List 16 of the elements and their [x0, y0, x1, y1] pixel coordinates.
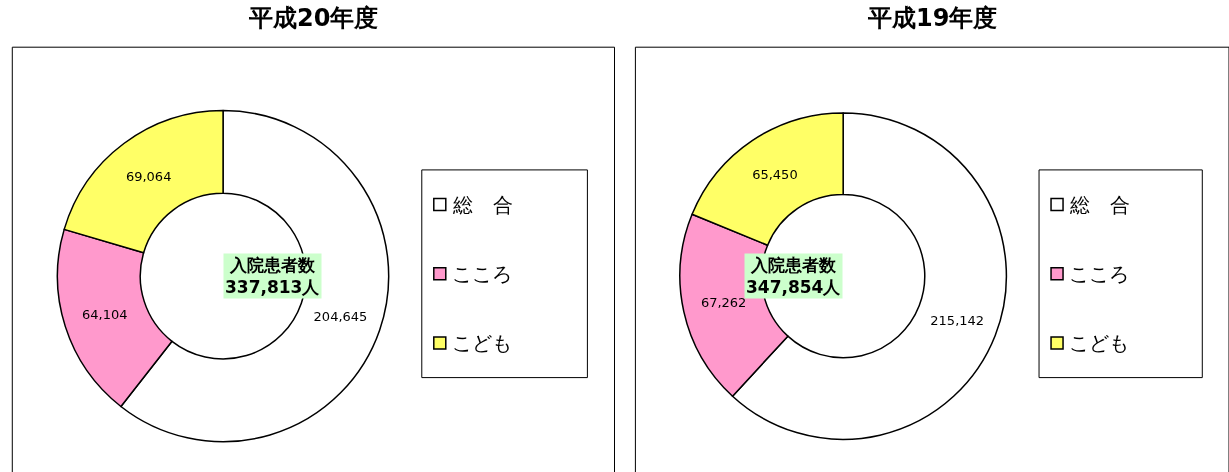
data-label: 65,450 [752, 166, 798, 182]
chart-title: 平成19年度 [867, 4, 998, 32]
text: 入院患者数 337,813人 [225, 255, 321, 298]
data-label: 69,064 [125, 169, 172, 185]
legend-label: こども [452, 331, 512, 355]
legend-label: 総 合 [452, 193, 513, 217]
legend-label: 総 合 [1069, 193, 1130, 217]
data-label: 215,142 [930, 313, 985, 329]
data-label: 204,645 [313, 309, 368, 325]
legend-label: こども [1069, 331, 1129, 355]
legend-label: こころ [1069, 262, 1129, 286]
text: 入院患者数 347,854人 [746, 255, 842, 298]
data-label: 67,262 [700, 295, 747, 311]
chart-title: 平成20年度 [248, 4, 379, 32]
data-label: 64,104 [82, 306, 128, 322]
legend-label: こころ [452, 262, 512, 286]
